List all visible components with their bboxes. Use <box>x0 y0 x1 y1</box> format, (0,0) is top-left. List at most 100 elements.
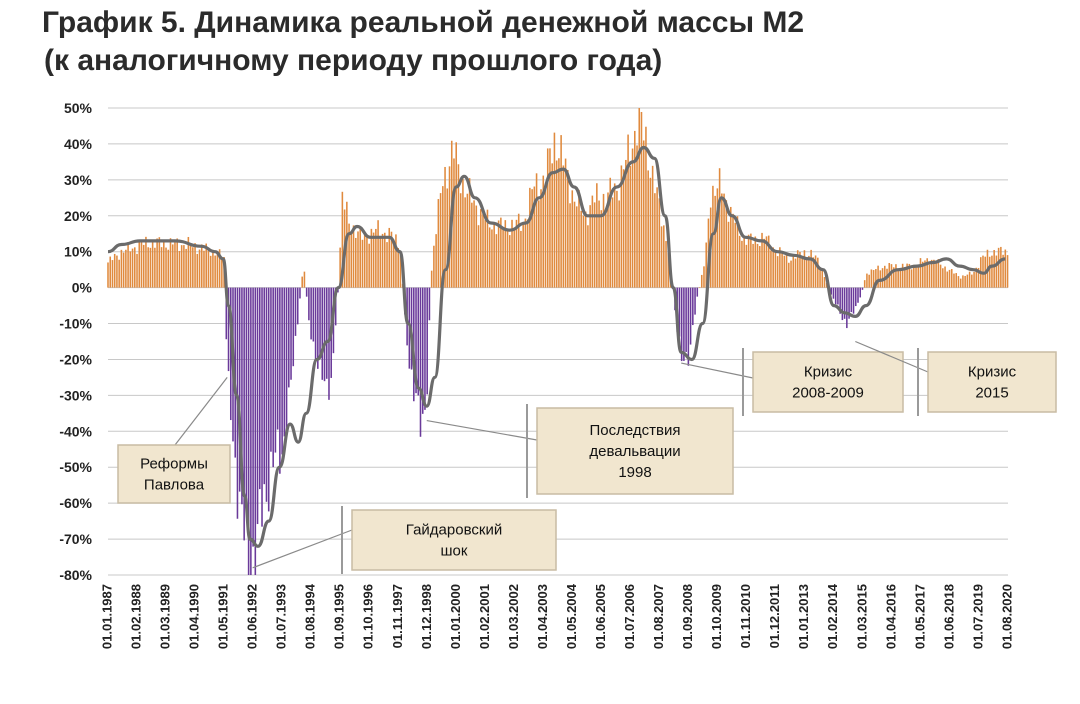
bar <box>767 235 770 288</box>
bar <box>125 249 127 288</box>
bar <box>495 234 498 288</box>
bar <box>904 267 906 288</box>
bar <box>493 222 495 288</box>
bar <box>399 255 402 288</box>
annotation-box-crisis2015 <box>927 351 1057 413</box>
bar <box>194 243 196 288</box>
bar <box>569 203 571 288</box>
bar <box>520 230 522 288</box>
y-tick-label: -10% <box>59 316 92 332</box>
bar <box>281 287 283 455</box>
bar <box>854 287 857 307</box>
bar <box>384 232 386 288</box>
bar <box>962 275 964 288</box>
bar <box>839 287 841 314</box>
bar <box>553 132 556 288</box>
bar <box>486 209 489 288</box>
bar <box>964 275 966 288</box>
bar <box>464 197 466 288</box>
bar <box>792 255 795 288</box>
bar <box>604 208 607 288</box>
bar <box>263 287 266 485</box>
bar <box>209 255 212 288</box>
bar <box>321 287 324 380</box>
bar <box>754 236 757 288</box>
x-tick-label: 01.06.1992 <box>245 584 260 649</box>
bar <box>575 206 578 288</box>
bar <box>466 193 469 288</box>
bar <box>937 259 940 288</box>
bar <box>252 287 254 547</box>
bar <box>763 238 766 288</box>
bar <box>656 187 658 288</box>
y-tick-label: 0% <box>72 280 93 296</box>
bar <box>859 287 862 298</box>
bar <box>875 269 877 288</box>
bar <box>468 178 471 288</box>
bar <box>285 287 288 438</box>
bar <box>163 240 165 288</box>
bar <box>375 228 377 288</box>
bar <box>131 248 134 288</box>
bar <box>473 200 475 288</box>
bar <box>381 233 384 288</box>
bar <box>502 229 504 288</box>
bar <box>881 268 884 288</box>
bar <box>774 250 777 288</box>
bar <box>950 269 953 288</box>
bar <box>852 287 855 314</box>
bar <box>138 242 141 288</box>
bar <box>392 239 395 288</box>
bar <box>386 242 388 288</box>
bar <box>120 249 123 288</box>
bar <box>587 225 589 288</box>
x-tick-label: 01.09.1995 <box>332 584 347 649</box>
bar <box>868 274 870 288</box>
bar <box>857 287 859 303</box>
bar <box>147 247 149 288</box>
x-tick-label: 01.08.2020 <box>999 584 1014 649</box>
bar <box>897 269 899 288</box>
bar <box>444 166 446 288</box>
bar <box>214 255 216 288</box>
bar <box>696 287 699 297</box>
bar <box>471 202 473 288</box>
trend-line <box>107 145 1006 548</box>
bar <box>667 252 670 288</box>
bar <box>116 255 118 288</box>
bar <box>645 126 647 288</box>
bar <box>370 228 373 288</box>
bar <box>841 287 844 321</box>
bar <box>265 287 268 502</box>
bar <box>634 130 636 288</box>
bar <box>176 238 178 288</box>
bar <box>421 287 424 414</box>
bar <box>734 222 737 288</box>
bar <box>837 287 839 305</box>
bar <box>180 245 183 288</box>
bar <box>540 189 542 288</box>
bar <box>151 240 154 288</box>
x-tick-label: 01.08.2007 <box>651 584 666 649</box>
bar <box>254 287 257 575</box>
bar <box>390 231 393 288</box>
bar <box>509 235 511 288</box>
bar <box>957 276 960 288</box>
bar <box>935 263 937 288</box>
bar <box>165 247 167 288</box>
bar <box>602 193 605 288</box>
bar <box>216 254 219 288</box>
bar <box>700 274 703 288</box>
bar <box>560 135 562 288</box>
bar <box>752 243 754 288</box>
bar <box>479 209 482 288</box>
annotation-text-gaidar: Гайдаровский <box>406 522 502 539</box>
bar <box>872 270 875 288</box>
bar <box>642 140 645 288</box>
bar <box>658 198 661 288</box>
bar <box>397 248 399 288</box>
annotation-leader-pavlov <box>174 377 228 446</box>
x-tick-label: 01.07.1993 <box>274 584 289 649</box>
bar <box>517 213 520 288</box>
bar <box>290 287 292 380</box>
